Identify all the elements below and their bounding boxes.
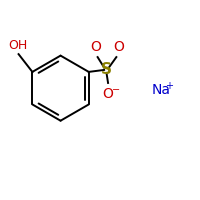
Text: OH: OH (8, 39, 27, 52)
Text: −: − (112, 85, 120, 95)
Text: Na: Na (151, 83, 170, 97)
Text: +: + (165, 81, 173, 91)
Text: O: O (90, 40, 101, 54)
Text: O: O (113, 40, 124, 54)
Text: O: O (102, 87, 113, 101)
Text: S: S (101, 62, 112, 77)
